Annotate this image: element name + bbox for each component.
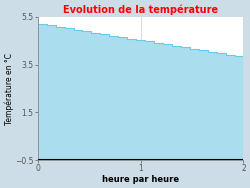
Y-axis label: Température en °C: Température en °C xyxy=(4,53,14,125)
X-axis label: heure par heure: heure par heure xyxy=(102,175,179,184)
Title: Evolution de la température: Evolution de la température xyxy=(63,4,218,15)
